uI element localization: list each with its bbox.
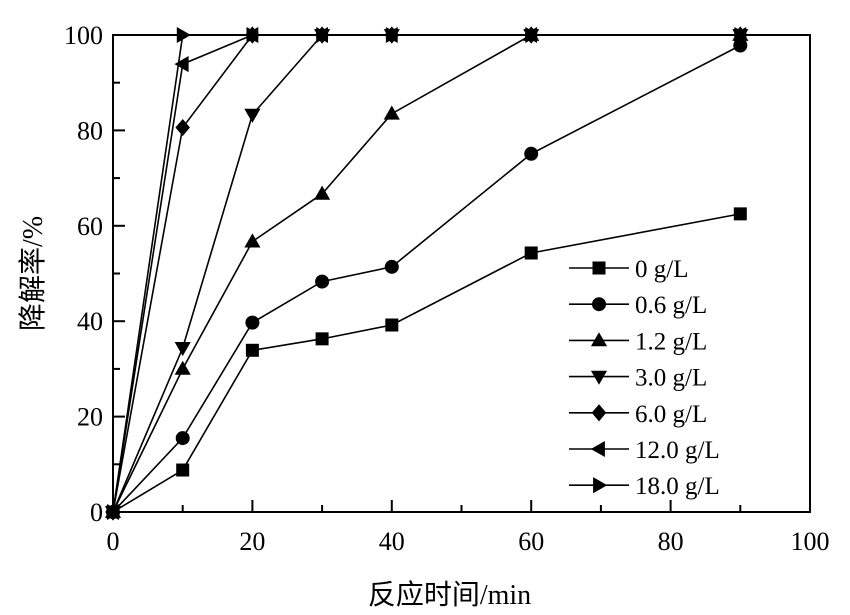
legend-marker (592, 297, 606, 312)
legend-marker (591, 404, 607, 422)
axes: 0 20 40 60 80 100 0 20 40 60 80 100 (64, 21, 830, 556)
series-0-6-g-L (106, 38, 748, 519)
legend-item: 0 g/L (569, 256, 688, 283)
data-point (385, 318, 399, 332)
y-tick-label: 100 (64, 21, 103, 50)
data-point (175, 118, 190, 137)
legend-marker (592, 261, 606, 275)
x-tick-label: 60 (518, 527, 544, 556)
legend-label: 3.0 g/L (635, 365, 707, 392)
y-tick-label: 60 (77, 212, 103, 241)
y-tick-label: 80 (77, 116, 103, 145)
data-point (384, 259, 399, 274)
data-point (176, 26, 191, 44)
legend-marker (590, 370, 608, 385)
data-point (174, 342, 191, 357)
data-point (385, 26, 401, 44)
data-point (315, 332, 329, 346)
legend-marker (590, 332, 608, 347)
y-tick-label: 20 (77, 403, 103, 432)
legend-marker (593, 477, 608, 494)
legend-label: 18.0 g/L (635, 473, 720, 500)
data-point (524, 246, 538, 260)
data-point (174, 360, 191, 375)
y-tick-label: 0 (90, 498, 103, 527)
legend-marker (590, 440, 605, 458)
data-point (525, 26, 540, 44)
data-point (174, 56, 189, 73)
data-point (314, 185, 331, 200)
data-point (246, 26, 261, 44)
x-tick-label: 80 (658, 527, 684, 556)
y-tick-label: 40 (77, 307, 103, 336)
data-point (734, 26, 749, 44)
data-point (245, 343, 259, 357)
data-point (244, 233, 261, 248)
x-tick-label: 100 (791, 527, 830, 556)
legend-item: 12.0 g/L (569, 437, 720, 464)
series-layer (104, 26, 749, 521)
data-point (176, 463, 190, 477)
data-point (244, 108, 261, 123)
legend-label: 0.6 g/L (635, 292, 707, 319)
legend-label: 1.2 g/L (635, 328, 707, 355)
data-point (733, 207, 747, 221)
x-tick-label: 20 (239, 527, 265, 556)
legend-item: 0.6 g/L (569, 292, 707, 319)
x-axis-title: 反应时间/min (368, 579, 531, 611)
series-0-g-L (106, 207, 747, 519)
data-point (175, 431, 190, 446)
legend-item: 1.2 g/L (569, 328, 707, 355)
legend-item: 6.0 g/L (569, 401, 707, 428)
legend-label: 0 g/L (635, 256, 688, 283)
data-point (383, 105, 400, 120)
series-18-0-g-L (107, 26, 749, 521)
data-point (107, 503, 122, 521)
legend: 0 g/L 0.6 g/L 1.2 g/L 3.0 g/L 6.0 g/L 12.0 g/… (569, 256, 720, 500)
data-point (316, 26, 331, 44)
legend-item: 18.0 g/L (569, 473, 720, 500)
legend-label: 6.0 g/L (635, 401, 707, 428)
x-tick-label: 40 (379, 527, 405, 556)
data-point (524, 146, 539, 161)
x-tick-label: 0 (107, 527, 120, 556)
data-point (245, 315, 260, 330)
legend-label: 12.0 g/L (635, 437, 720, 464)
legend-item: 3.0 g/L (569, 365, 707, 392)
y-axis-title: 降解率/% (17, 216, 49, 331)
data-point (315, 274, 330, 289)
